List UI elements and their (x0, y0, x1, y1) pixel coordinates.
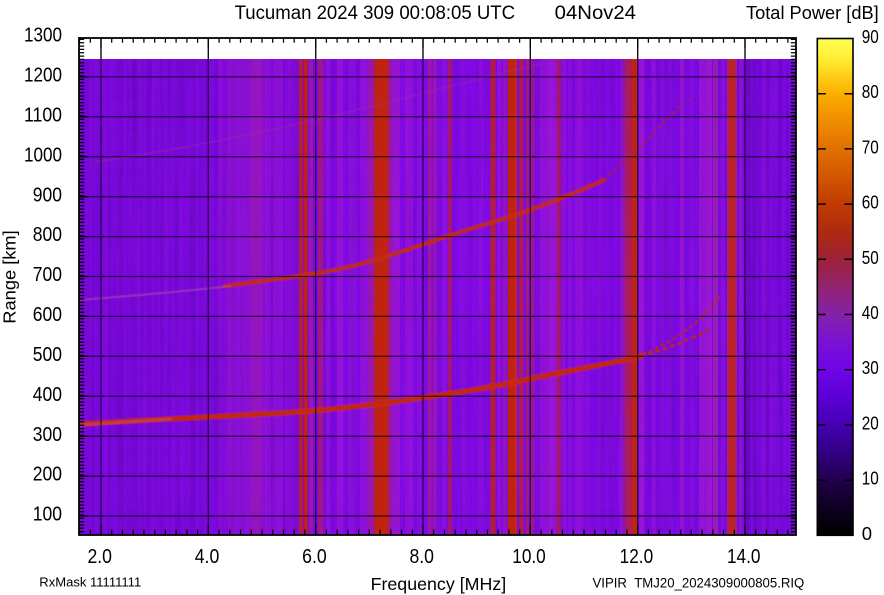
svg-text:2.0: 2.0 (87, 545, 112, 568)
svg-text:20: 20 (862, 412, 879, 433)
svg-text:8.0: 8.0 (409, 545, 434, 568)
svg-text:80: 80 (862, 81, 879, 102)
svg-text:90: 90 (862, 26, 879, 47)
svg-text:Total Power [dB]: Total Power [dB] (746, 2, 879, 23)
svg-text:Frequency [MHz]: Frequency [MHz] (371, 574, 507, 594)
svg-text:RxMask 11111111: RxMask 11111111 (39, 575, 141, 590)
svg-text:6.0: 6.0 (302, 545, 327, 568)
svg-text:800: 800 (33, 223, 62, 246)
svg-text:14.0: 14.0 (727, 545, 761, 568)
svg-text:70: 70 (862, 136, 879, 157)
svg-text:50: 50 (862, 247, 879, 268)
svg-text:30: 30 (862, 357, 879, 378)
svg-text:4.0: 4.0 (195, 545, 220, 568)
svg-text:10.0: 10.0 (512, 545, 546, 568)
svg-text:10: 10 (862, 468, 879, 489)
svg-text:300: 300 (33, 423, 62, 446)
svg-text:500: 500 (33, 343, 62, 366)
svg-text:600: 600 (33, 303, 62, 326)
svg-text:VIPIR TMJ20_2024309000805.RIQ: VIPIR TMJ20_2024309000805.RIQ (593, 576, 805, 591)
svg-text:1100: 1100 (24, 103, 62, 126)
svg-text:40: 40 (862, 302, 879, 323)
svg-text:100: 100 (33, 503, 62, 526)
svg-text:1200: 1200 (24, 64, 62, 87)
svg-text:Tucuman 2024 309 00:08:05 UTC: Tucuman 2024 309 00:08:05 UTC (235, 3, 515, 24)
svg-text:04Nov24: 04Nov24 (555, 3, 637, 24)
svg-text:900: 900 (33, 183, 62, 206)
svg-text:60: 60 (862, 192, 879, 213)
svg-text:Range [km]: Range [km] (0, 230, 20, 323)
svg-text:1300: 1300 (24, 24, 62, 47)
svg-text:400: 400 (33, 383, 62, 406)
svg-text:0: 0 (862, 523, 872, 544)
svg-text:200: 200 (33, 463, 62, 486)
svg-text:1000: 1000 (24, 143, 62, 166)
svg-text:12.0: 12.0 (620, 545, 654, 568)
svg-text:700: 700 (33, 263, 62, 286)
